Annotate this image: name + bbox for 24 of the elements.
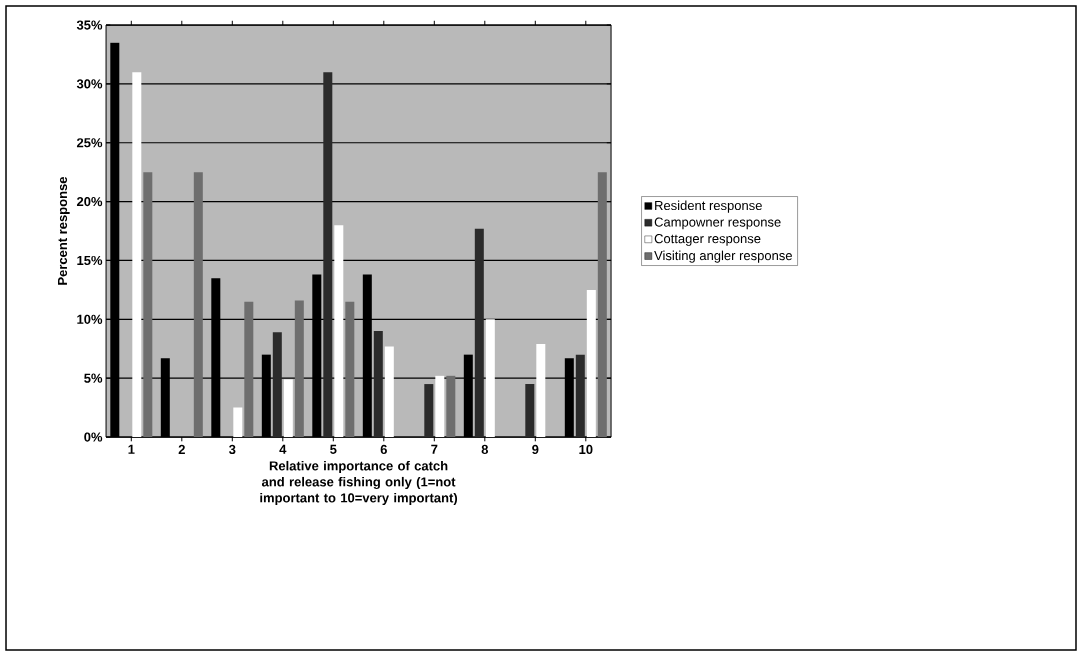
x-tick-label: 5 — [330, 444, 337, 454]
y-tick-label: 0% — [84, 432, 103, 442]
x-tick-label: 9 — [532, 444, 539, 455]
x-tick-label: 1 — [128, 444, 135, 454]
x-tick-label: 6 — [380, 444, 387, 455]
y-tick-label: 5% — [84, 373, 103, 383]
x-tick-label: 7 — [431, 444, 438, 454]
x-axis-title: Relative importance of catch and release fishing only (1=not important to 10=very important) — [260, 460, 458, 506]
legend-label: Resident response — [655, 200, 762, 213]
x-tick-label: 10 — [579, 444, 593, 455]
y-tick-label: 35% — [76, 20, 103, 30]
legend-label: Visiting angler response — [654, 250, 792, 263]
y-tick-label: 25% — [76, 138, 103, 148]
x-tick-label: 4 — [279, 444, 287, 454]
y-tick-label: 15% — [77, 255, 103, 266]
y-tick-label: 30% — [76, 79, 103, 89]
legend-label: Cottager response — [654, 234, 761, 246]
legend-label: Campowner response — [654, 217, 781, 230]
y-axis-title: Percent response — [58, 176, 70, 285]
y-tick-label: 10% — [77, 314, 103, 324]
y-tick-label: 20% — [76, 197, 103, 207]
x-tick-label: 3 — [229, 444, 236, 455]
x-tick-label: 8 — [481, 444, 489, 455]
x-tick-label: 2 — [178, 444, 185, 454]
